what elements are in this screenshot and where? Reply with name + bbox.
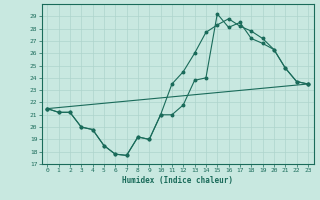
X-axis label: Humidex (Indice chaleur): Humidex (Indice chaleur) bbox=[122, 176, 233, 185]
